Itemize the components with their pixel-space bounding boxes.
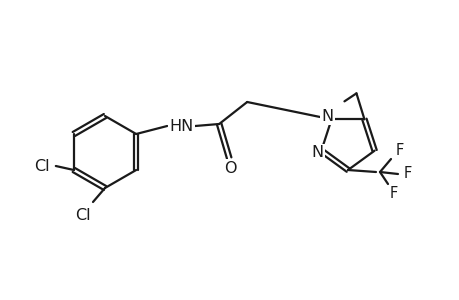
- Text: HN: HN: [169, 118, 193, 134]
- Text: Cl: Cl: [75, 208, 90, 224]
- Text: N: N: [311, 145, 323, 160]
- Text: O: O: [224, 160, 236, 175]
- Text: F: F: [395, 142, 403, 158]
- Text: F: F: [389, 187, 397, 202]
- Text: N: N: [321, 109, 333, 124]
- Text: Cl: Cl: [34, 158, 50, 173]
- Text: F: F: [403, 167, 411, 182]
